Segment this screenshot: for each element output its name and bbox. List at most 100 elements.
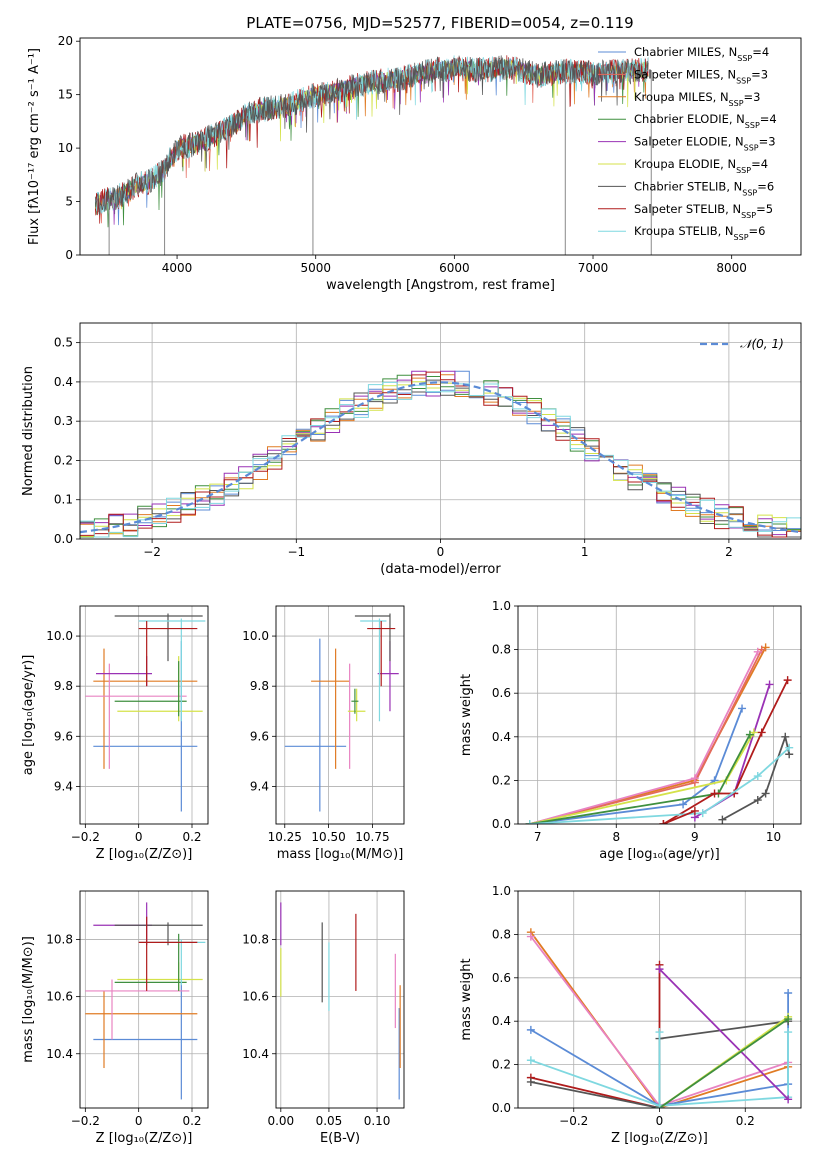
x-axis-label: wavelength [Angstrom, rest frame] — [326, 278, 555, 293]
weight-line — [663, 810, 696, 824]
x-tick-label: 2 — [725, 545, 733, 559]
weight-marker — [526, 1077, 535, 1086]
y-tick-label: 10.0 — [242, 629, 269, 643]
y-axis-label: mass [log₁₀(M/M⊙)] — [21, 936, 36, 1063]
x-tick-label: 10 — [766, 830, 781, 844]
grid — [276, 606, 404, 824]
legend-subscript: SSP — [742, 188, 757, 197]
legend-label: Kroupa STELIB, NSSP=6 — [634, 224, 765, 242]
y-tick-label: 0.0 — [492, 817, 511, 831]
y-tick-label: 1.0 — [492, 884, 511, 898]
x-tick-label: 8 — [612, 830, 620, 844]
weight-line — [530, 931, 789, 1108]
axes-frame — [517, 890, 802, 1109]
gaussian-curve — [80, 381, 801, 534]
x-tick-label: 4000 — [162, 261, 193, 275]
y-tick-label: 10.6 — [242, 990, 269, 1004]
weight-marker — [753, 647, 762, 656]
x-tick-label: 10.25 — [268, 830, 302, 844]
weight-marker — [765, 680, 774, 689]
y-tick-label: 0.4 — [492, 730, 511, 744]
x-tick-label: 0 — [656, 1114, 664, 1128]
x-tick-label: −2 — [143, 545, 161, 559]
legend-subscript: SSP — [737, 54, 752, 63]
y-tick-label: 0.2 — [492, 773, 511, 787]
y-tick-label: 0.6 — [492, 971, 511, 985]
plot-area — [85, 613, 206, 812]
legend-label: 𝒩(0, 1) — [740, 337, 784, 351]
axes-frame — [275, 605, 405, 825]
y-tick-label: 20 — [58, 34, 73, 48]
x-tick-label: 0 — [437, 545, 445, 559]
x-tick-label: 0.2 — [182, 1114, 201, 1128]
x-tick-label: 0 — [135, 830, 143, 844]
y-tick-label: 1.0 — [492, 599, 511, 613]
y-tick-label: 0.1 — [54, 493, 73, 507]
weight-line — [530, 1032, 789, 1107]
panel-mass-weight-vs-Z: −0.2 0 0.2 0.0 0.2 0.4 0.6 0.8 1.0 Z [log₁₀(Z/Z⊙)… — [459, 884, 802, 1146]
plot-area — [94, 55, 652, 255]
weight-marker — [710, 789, 719, 798]
x-tick-label: −1 — [287, 545, 305, 559]
weight-marker — [526, 932, 535, 941]
legend-subscript: SSP — [744, 143, 759, 152]
weight-marker — [698, 809, 707, 818]
x-axis-label: (data-model)/error — [380, 562, 501, 577]
y-tick-label: 9.8 — [54, 679, 73, 693]
y-tick-label: 9.4 — [54, 779, 73, 793]
weight-marker — [655, 1104, 664, 1108]
panel-mass-weight-vs-age: 7 8 9 10 0.0 0.2 0.4 0.6 0.8 1.0 age [log₁₀(age/yr… — [459, 599, 802, 862]
legend-label: Salpeter STELIB, NSSP=5 — [634, 202, 773, 220]
axes-frame — [79, 890, 209, 1109]
legend-subscript: SSP — [729, 98, 744, 107]
y-tick-label: 10 — [58, 141, 73, 155]
legend: Chabrier MILES, NSSP=4 Salpeter MILES, NS… — [598, 45, 777, 242]
histogram-step — [80, 381, 801, 539]
x-axis-label: age [log₁₀(age/yr)] — [599, 847, 720, 862]
legend-subscript: SSP — [745, 121, 760, 130]
y-tick-label: 9.6 — [250, 729, 269, 743]
x-tick-label: 0.05 — [316, 1114, 343, 1128]
x-tick-label: 7 — [534, 830, 542, 844]
legend-label: Chabrier STELIB, NSSP=6 — [634, 179, 774, 197]
y-tick-label: 0.0 — [492, 1101, 511, 1115]
y-tick-label: 5 — [65, 195, 73, 209]
y-axis-label: Normed distribution — [21, 366, 36, 496]
weight-marker — [738, 704, 747, 713]
weight-marker — [784, 1015, 793, 1024]
y-axis-label: Flux [fλ10⁻¹⁷ erg cm⁻² s⁻¹ A⁻¹] — [27, 48, 42, 245]
y-tick-label: 0.4 — [54, 375, 73, 389]
weight-marker — [785, 743, 794, 752]
plot-area — [85, 902, 206, 1100]
y-tick-label: 10.8 — [242, 933, 269, 947]
y-tick-label: 0 — [65, 248, 73, 262]
legend-label: Kroupa ELODIE, NSSP=4 — [634, 157, 768, 175]
y-axis-label: mass weight — [459, 674, 474, 756]
y-tick-label: 0.2 — [54, 453, 73, 467]
x-tick-label: 0.00 — [267, 1114, 294, 1128]
panel-residuals: −2 −1 0 1 2 0.0 0.1 0.2 0.3 0.4 0.5 (data-model)/er… — [21, 322, 802, 577]
y-tick-label: 10.8 — [46, 933, 73, 947]
x-tick-label: −0.2 — [559, 1114, 588, 1128]
y-tick-label: 10.6 — [46, 990, 73, 1004]
y-tick-label: 15 — [58, 88, 73, 102]
x-tick-label: 9 — [691, 830, 699, 844]
weight-marker — [753, 796, 762, 805]
axes-frame — [79, 322, 802, 540]
legend-count: =4 — [752, 45, 769, 59]
grid — [80, 323, 801, 540]
axes-frame — [79, 37, 802, 256]
weight-marker — [784, 1095, 793, 1104]
panel-spectrum: 4000 5000 6000 7000 8000 0 5 10 15 20 wavelength [… — [27, 34, 802, 293]
weight-marker — [659, 820, 668, 824]
y-tick-label: 9.8 — [250, 679, 269, 693]
weight-marker — [745, 730, 754, 739]
weight-marker — [757, 728, 766, 737]
weight-marker — [761, 789, 770, 798]
legend-subscript: SSP — [736, 166, 751, 175]
legend-subscript: SSP — [734, 233, 749, 242]
x-axis-label: E(B-V) — [320, 1131, 360, 1146]
weight-line — [529, 708, 743, 824]
y-tick-label: 0.3 — [54, 414, 73, 428]
